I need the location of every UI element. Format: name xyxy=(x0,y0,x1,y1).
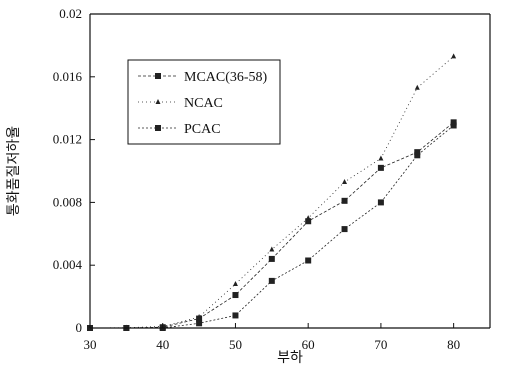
data-point xyxy=(342,178,348,184)
data-point xyxy=(377,164,384,171)
y-tick-label: 0.004 xyxy=(53,257,83,272)
legend-box xyxy=(127,59,281,145)
data-point xyxy=(341,197,348,204)
data-point xyxy=(341,226,348,233)
x-tick-label: 30 xyxy=(84,337,97,352)
data-point xyxy=(196,320,203,327)
data-point xyxy=(196,314,202,320)
data-point xyxy=(450,119,457,126)
legend-label: MCAC(36-58) xyxy=(184,70,268,85)
x-tick-label: 40 xyxy=(156,337,169,352)
data-point xyxy=(414,152,421,159)
data-point xyxy=(268,277,275,284)
series-mcac-36-58- xyxy=(87,119,457,331)
legend-label: PCAC xyxy=(184,122,221,137)
data-point xyxy=(378,155,384,161)
legend-marker xyxy=(155,125,161,131)
ticks: 30 40 50 60 70 80 0 0.004 0.008 0.012 0.016 0.02 xyxy=(53,6,460,352)
y-axis-label: 통화품질저하율 xyxy=(6,126,22,216)
data-point xyxy=(232,312,239,319)
data-point xyxy=(268,255,275,262)
y-tick-label: 0.02 xyxy=(59,6,82,21)
data-point xyxy=(377,199,384,206)
legend-label: NCAC xyxy=(184,96,223,111)
x-tick-label: 80 xyxy=(447,337,460,352)
data-point xyxy=(414,149,421,156)
data-point xyxy=(305,257,312,264)
y-tick-label: 0.008 xyxy=(53,194,82,209)
data-point xyxy=(305,218,312,225)
data-point xyxy=(414,84,420,90)
series-line xyxy=(89,56,454,329)
legend-marker xyxy=(155,73,161,79)
x-axis-label: 부하 xyxy=(277,350,303,366)
data-point xyxy=(232,281,238,287)
y-tick-label: 0.012 xyxy=(53,132,82,147)
y-tick-label: 0.016 xyxy=(53,69,83,84)
legend: MCAC(36-58) NCAC PCAC xyxy=(127,59,281,145)
x-tick-label: 60 xyxy=(302,337,315,352)
data-point xyxy=(451,53,457,59)
data-point xyxy=(232,292,239,299)
data-point xyxy=(305,215,311,221)
series-line xyxy=(90,125,454,329)
axes xyxy=(89,13,491,329)
data-point xyxy=(269,246,275,252)
data-point xyxy=(450,122,457,129)
y-tick-label: 0 xyxy=(76,320,83,335)
legend-marker xyxy=(155,99,161,104)
x-tick-label: 70 xyxy=(374,337,387,352)
x-tick-label: 50 xyxy=(229,337,242,352)
series-line xyxy=(90,122,454,329)
series-pcac xyxy=(87,122,457,331)
